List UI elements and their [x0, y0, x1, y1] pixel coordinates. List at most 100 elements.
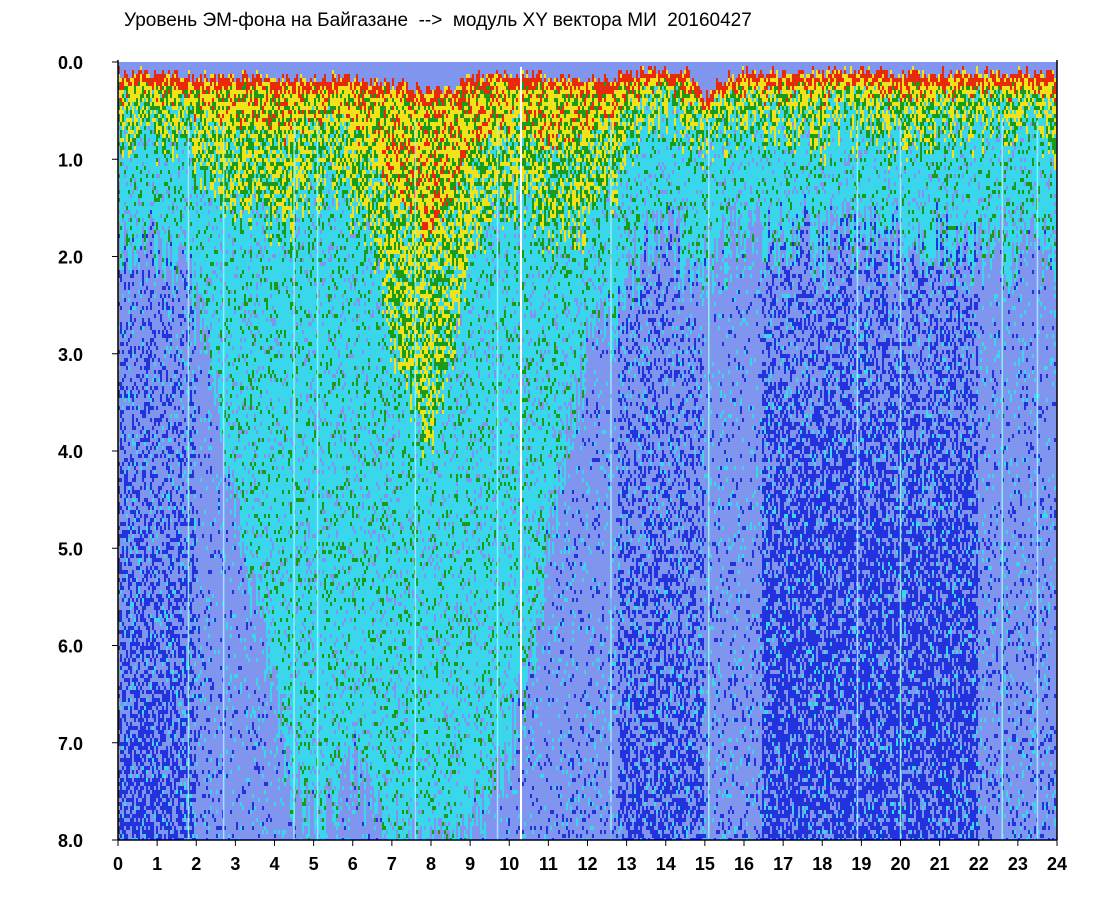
heatmap-cell — [190, 698, 192, 702]
heatmap-cell — [182, 122, 184, 126]
heatmap-cell — [184, 606, 186, 610]
heatmap-cell — [148, 742, 150, 746]
heatmap-cell — [142, 378, 144, 386]
heatmap-cell — [212, 802, 214, 814]
heatmap-cell — [136, 778, 138, 790]
heatmap-cell — [124, 766, 126, 770]
heatmap-cell — [180, 106, 182, 110]
heatmap-cell — [156, 430, 158, 434]
heatmap-cell — [208, 298, 210, 302]
heatmap-cell — [202, 538, 204, 594]
heatmap-cell — [158, 498, 160, 506]
heatmap-cell — [194, 346, 196, 350]
heatmap-cell — [178, 166, 180, 170]
heatmap-cell — [128, 446, 130, 462]
heatmap-cell — [234, 194, 236, 198]
heatmap-cell — [142, 754, 144, 758]
heatmap-cell — [176, 490, 178, 494]
heatmap-cell — [158, 746, 160, 762]
heatmap-cell — [206, 758, 208, 762]
heatmap-cell — [220, 790, 222, 794]
heatmap-cell — [162, 258, 164, 262]
heatmap-cell — [160, 638, 162, 650]
heatmap-cell — [132, 502, 134, 506]
heatmap-cell — [150, 642, 152, 650]
heatmap-cell — [212, 274, 214, 294]
heatmap-cell — [150, 422, 152, 446]
heatmap-cell — [204, 186, 206, 190]
heatmap-cell — [136, 714, 138, 718]
heatmap-cell — [216, 162, 218, 170]
heatmap-cell — [160, 558, 162, 562]
heatmap-cell — [134, 86, 136, 94]
heatmap-cell — [138, 198, 140, 206]
heatmap-cell — [136, 522, 138, 538]
heatmap-cell — [226, 390, 228, 394]
heatmap-cell — [174, 86, 176, 90]
heatmap-cell — [226, 250, 228, 254]
heatmap-cell — [128, 678, 130, 686]
heatmap-cell — [176, 226, 178, 234]
heatmap-cell — [140, 174, 142, 178]
heatmap-cell — [234, 98, 236, 102]
heatmap-cell — [204, 94, 206, 102]
heatmap-cell — [184, 450, 186, 458]
heatmap-cell — [160, 678, 162, 690]
heatmap-cell — [136, 390, 138, 394]
heatmap-cell — [144, 670, 146, 674]
heatmap-cell — [138, 670, 140, 682]
heatmap-cell — [162, 82, 164, 86]
heatmap-cell — [130, 326, 132, 330]
heatmap-cell — [130, 126, 132, 130]
heatmap-cell — [138, 686, 140, 690]
heatmap-cell — [162, 330, 164, 338]
heatmap-cell — [152, 330, 154, 334]
heatmap-cell — [132, 774, 134, 782]
heatmap-cell — [216, 310, 218, 314]
heatmap-cell — [168, 646, 170, 650]
heatmap-cell — [200, 702, 202, 726]
heatmap-cell — [174, 442, 176, 502]
heatmap-cell — [170, 690, 172, 702]
heatmap-cell — [130, 242, 132, 246]
heatmap-cell — [146, 438, 148, 442]
heatmap-cell — [168, 438, 170, 442]
heatmap-cell — [200, 170, 202, 178]
heatmap-cell — [194, 390, 196, 394]
heatmap-cell — [122, 94, 124, 98]
heatmap-cell — [182, 310, 184, 314]
heatmap-cell — [168, 506, 170, 510]
heatmap-cell — [178, 562, 180, 566]
heatmap-cell — [220, 826, 222, 830]
heatmap-cell — [184, 202, 186, 206]
heatmap-cell — [154, 390, 156, 418]
heatmap-cell — [176, 770, 178, 778]
heatmap-cell — [212, 230, 214, 262]
heatmap-cell — [124, 426, 126, 430]
heatmap-cell — [190, 246, 192, 250]
heatmap-cell — [194, 678, 196, 682]
heatmap-cell — [146, 518, 148, 526]
heatmap-cell — [232, 126, 234, 142]
heatmap-cell — [176, 638, 178, 642]
heatmap-cell — [180, 534, 182, 538]
heatmap-cell — [128, 110, 130, 118]
heatmap-cell — [124, 602, 126, 626]
heatmap-cell — [136, 510, 138, 514]
heatmap-cell — [156, 162, 158, 166]
heatmap-cell — [162, 602, 164, 606]
heatmap-cell — [170, 102, 172, 106]
heatmap-cell — [154, 446, 156, 450]
heatmap-cell — [174, 682, 176, 690]
heatmap-cell — [180, 354, 182, 358]
heatmap-cell — [126, 166, 128, 170]
heatmap-cell — [182, 806, 184, 814]
heatmap-cell — [192, 178, 194, 186]
heatmap-cell — [166, 154, 168, 158]
heatmap-cell — [230, 322, 232, 334]
heatmap-cell — [124, 130, 126, 134]
heatmap-cell — [178, 98, 180, 102]
heatmap-cell — [142, 542, 144, 546]
heatmap-cell — [140, 470, 142, 486]
heatmap-cell — [174, 766, 176, 770]
